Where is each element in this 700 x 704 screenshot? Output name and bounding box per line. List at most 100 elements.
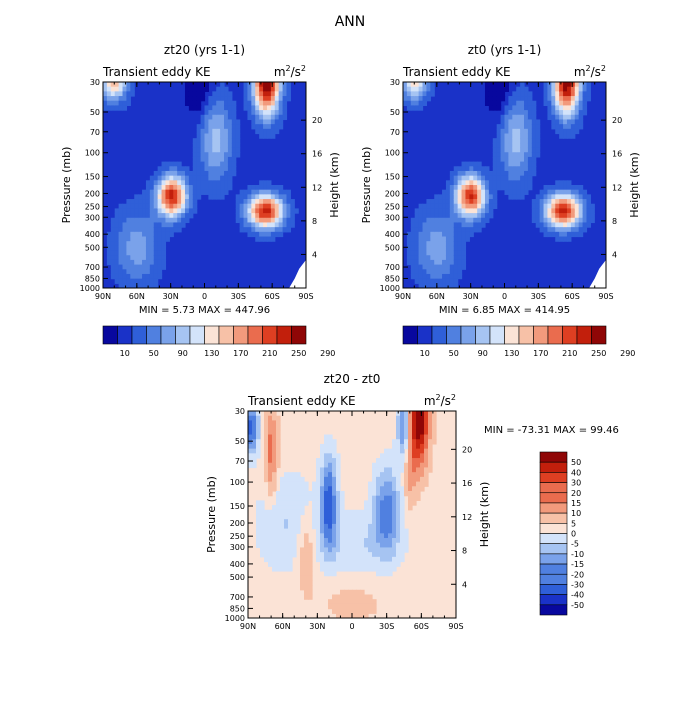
contour-cell [272, 556, 277, 563]
contour-cell [149, 222, 155, 228]
contour-cell [332, 594, 337, 600]
contour-cell [114, 269, 120, 275]
units-base: m [274, 65, 286, 79]
contour-cell [559, 180, 564, 186]
contour-cell [445, 245, 451, 252]
contour-cell [288, 547, 293, 553]
contour-cell [274, 82, 280, 88]
contour-cell [286, 82, 291, 88]
contour-cell [161, 250, 167, 256]
contour-cell [324, 561, 329, 567]
contour-cell [414, 217, 420, 224]
contour-cell [231, 166, 237, 172]
contour-cell [274, 227, 280, 233]
contour-cell [340, 552, 345, 558]
contour-cell [539, 222, 545, 228]
contour-cell [477, 217, 482, 224]
contour-cell [400, 453, 405, 459]
contour-cell [404, 434, 409, 440]
contour-cell [227, 110, 233, 116]
contour-cell [384, 458, 389, 464]
contour-cell [555, 217, 560, 224]
contour-cell [320, 443, 325, 450]
contour-cell [256, 509, 261, 516]
contour-cell [145, 250, 151, 256]
contour-cell [272, 547, 277, 553]
contour-cell [574, 217, 580, 224]
contour-cell [184, 208, 190, 214]
contour-cell [280, 547, 285, 553]
contour-cell [449, 231, 455, 238]
contour-cell [192, 175, 198, 181]
contour-cell [220, 105, 225, 111]
contour-cell [280, 528, 285, 534]
contour-cell [414, 269, 420, 275]
contour-cell [177, 217, 182, 224]
contour-cell [247, 86, 252, 92]
plot-area [103, 82, 306, 288]
contour-cell [212, 161, 217, 167]
contour-cell [212, 152, 217, 158]
contour-cell [406, 259, 412, 266]
contour-cell [153, 185, 159, 191]
contour-cell [426, 259, 431, 266]
contour-cell [434, 269, 439, 275]
contour-cell [559, 222, 564, 228]
contour-cell [406, 241, 412, 247]
contour-cell [392, 443, 397, 450]
contour-cell [288, 519, 293, 525]
contour-cell [239, 222, 245, 228]
contour-cell [376, 570, 381, 577]
contour-cell [520, 185, 525, 191]
contour-cell [384, 509, 389, 516]
contour-cell [574, 100, 580, 107]
contour-cell [288, 542, 293, 549]
contour-cell [508, 138, 513, 144]
contour-cell [520, 161, 525, 167]
contour-cell [555, 100, 560, 107]
contour-cell [126, 231, 131, 238]
contour-cell [384, 533, 389, 539]
contour-cell [255, 217, 260, 224]
y-tick-label: 70 [390, 128, 400, 137]
contour-cell [161, 241, 167, 247]
contour-cell [555, 208, 560, 214]
contour-cell [320, 542, 325, 549]
contour-cell [266, 91, 272, 97]
y-tick-label: 100 [85, 149, 100, 158]
contour-cell [416, 486, 421, 492]
contour-cell [408, 481, 413, 487]
contour-cell [481, 194, 486, 200]
contour-cell [138, 245, 143, 252]
contour-cell [392, 467, 397, 473]
contour-cell [288, 528, 293, 534]
contour-cell [231, 138, 237, 144]
contour-cell [426, 250, 431, 256]
contour-cell [126, 86, 131, 92]
contour-cell [527, 175, 533, 181]
contour-cell [418, 231, 424, 238]
contour-cell [282, 203, 288, 210]
contour-cell [516, 175, 521, 181]
contour-cell [122, 96, 128, 102]
contour-cell [559, 208, 564, 214]
contour-cell [473, 217, 478, 224]
contour-cell [500, 180, 506, 186]
contour-cell [531, 133, 537, 139]
contour-cell [332, 570, 337, 577]
contour-cell [364, 514, 369, 520]
contour-cell [520, 175, 525, 181]
contour-cell [278, 96, 284, 102]
contour-cell [259, 185, 264, 191]
contour-cell [418, 241, 424, 247]
contour-cell [332, 523, 337, 530]
contour-cell [284, 528, 289, 534]
contour-cell [276, 552, 281, 558]
contour-cell [276, 556, 281, 563]
contour-cell [364, 519, 369, 525]
contour-cell [130, 255, 135, 261]
contour-cell [442, 264, 447, 270]
contour-cell [266, 110, 272, 116]
contour-cell [414, 278, 420, 284]
contour-cell [590, 203, 595, 210]
